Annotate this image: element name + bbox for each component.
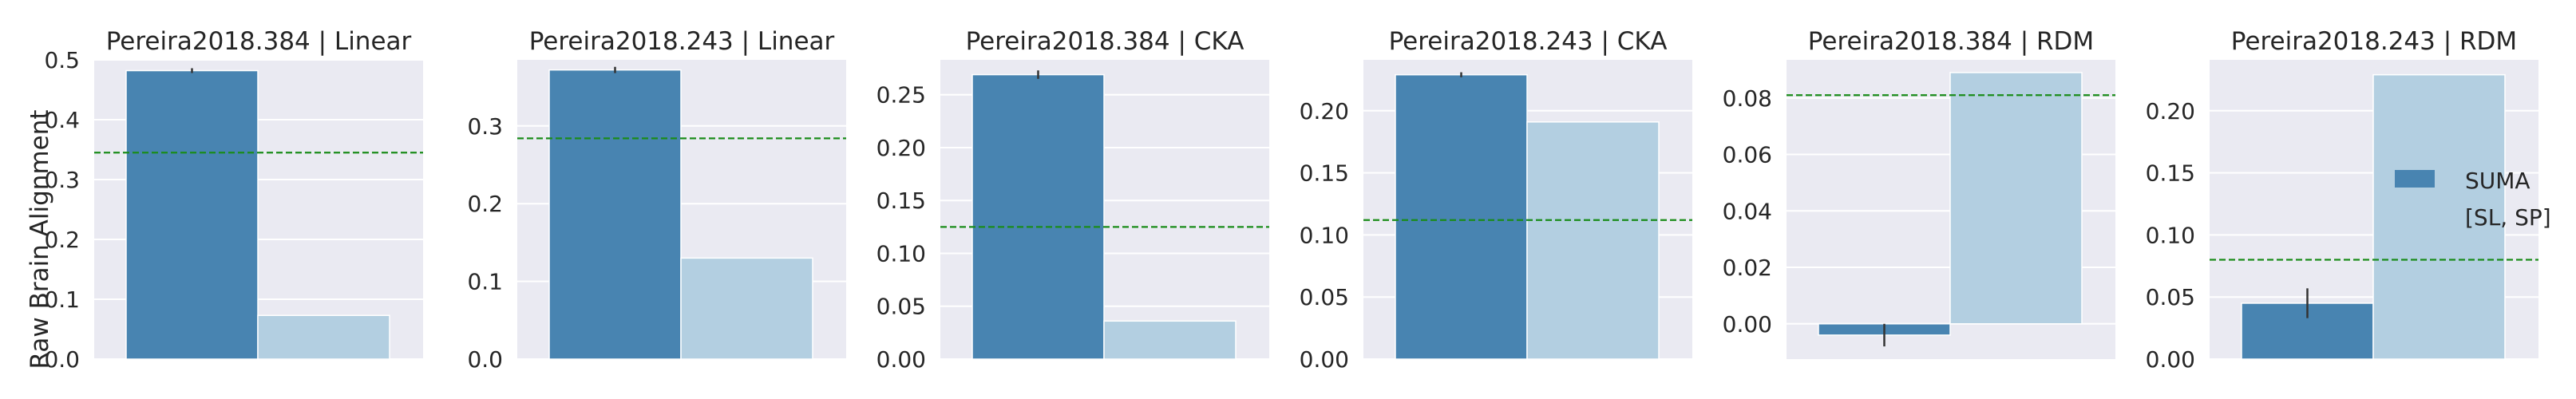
y-tick-label: 0.1: [467, 269, 503, 295]
y-tick-label: 0.08: [1723, 85, 1772, 112]
y-tick-label: 0.15: [1300, 160, 1349, 187]
legend-swatch-suma: [2395, 170, 2435, 188]
y-tick-label: 0.20: [2146, 98, 2195, 124]
y-tick-label: 0.05: [1300, 284, 1349, 310]
y-tick-label: 0.05: [876, 294, 926, 320]
y-tick-label: 0.3: [467, 113, 503, 140]
panel-4: 0.00 0.05 0.10 0.15 0.20 Pereira2018.243 | CK…: [1300, 27, 1692, 373]
bar-suma: [125, 69, 259, 360]
y-tick-label: 0.05: [2146, 284, 2195, 310]
y-tick-label: 0.1: [44, 286, 80, 313]
y-tick-label: 0.00: [876, 346, 926, 373]
bar-sl-sp: [680, 257, 813, 360]
chart-panels: 0.0 0.1 0.2 0.3 0.4 0.5 Pereira2018.384 | Line…: [44, 27, 2538, 373]
y-tick-label: 0.04: [1723, 198, 1772, 224]
bar-sl-sp: [1526, 121, 1660, 360]
y-tick-label: 0.3: [44, 167, 80, 193]
y-tick-label: 0.06: [1723, 142, 1772, 168]
y-tick-label: 0.2: [44, 227, 80, 253]
panel-5: 0.00 0.02 0.04 0.06 0.08 Pereira2018.384 | RD…: [1723, 27, 2115, 359]
y-tick-label: 0.15: [2146, 160, 2195, 187]
panel-title: Pereira2018.243 | RDM: [2231, 27, 2517, 56]
legend-label-suma: SUMA: [2465, 168, 2530, 194]
panel-title: Pereira2018.384 | CKA: [966, 27, 1244, 56]
bar-suma: [1395, 73, 1528, 360]
bar-suma: [971, 73, 1105, 360]
panel-title: Pereira2018.384 | Linear: [106, 27, 412, 56]
y-tick-label: 0.25: [876, 82, 926, 109]
y-tick-label: 0.2: [467, 191, 503, 217]
y-tick-label: 0.20: [1300, 98, 1349, 124]
y-tick-label: 0.00: [2146, 346, 2195, 373]
y-tick-label: 0.10: [2146, 222, 2195, 248]
bar-sl-sp: [257, 314, 390, 360]
bar-sl-sp: [1949, 72, 2083, 325]
panel-2: 0.0 0.1 0.2 0.3 Pereira2018.243 | Linear: [467, 27, 846, 373]
panel-1: 0.0 0.1 0.2 0.3 0.4 0.5 Pereira2018.384 | Line…: [44, 27, 423, 373]
bar-suma: [548, 69, 682, 360]
panel-title: Pereira2018.243 | Linear: [529, 27, 835, 56]
panel-title: Pereira2018.384 | RDM: [1808, 27, 2094, 56]
y-tick-label: 0.10: [1300, 222, 1349, 248]
y-tick-label: 0.0: [467, 346, 503, 373]
legend-label-sl-sp: [SL, SP]: [2465, 204, 2551, 231]
y-tick-label: 0.00: [1300, 346, 1349, 373]
y-tick-label: 0.00: [1723, 311, 1772, 338]
legend: SUMA [SL, SP]: [2395, 168, 2551, 231]
legend-swatch-sl-sp: [2395, 207, 2435, 224]
y-tick-label: 0.20: [876, 135, 926, 161]
y-tick-label: 0.0: [44, 346, 80, 373]
y-tick-label: 0.4: [44, 107, 80, 133]
y-tick-label: 0.10: [876, 240, 926, 267]
y-tick-label: 0.5: [44, 47, 80, 73]
y-tick-label: 0.02: [1723, 255, 1772, 281]
panel-3: 0.00 0.05 0.10 0.15 0.20 0.25 Pereira2018.384 …: [876, 27, 1269, 373]
y-axis-label: Raw Brain Alignment: [26, 109, 54, 369]
y-tick-label: 0.15: [876, 188, 926, 214]
panel-title: Pereira2018.243 | CKA: [1389, 27, 1668, 56]
bar-sl-sp: [1103, 320, 1237, 360]
panel-6: 0.00 0.05 0.10 0.15 0.20 Pereira2018.243 | RD…: [2146, 27, 2538, 373]
